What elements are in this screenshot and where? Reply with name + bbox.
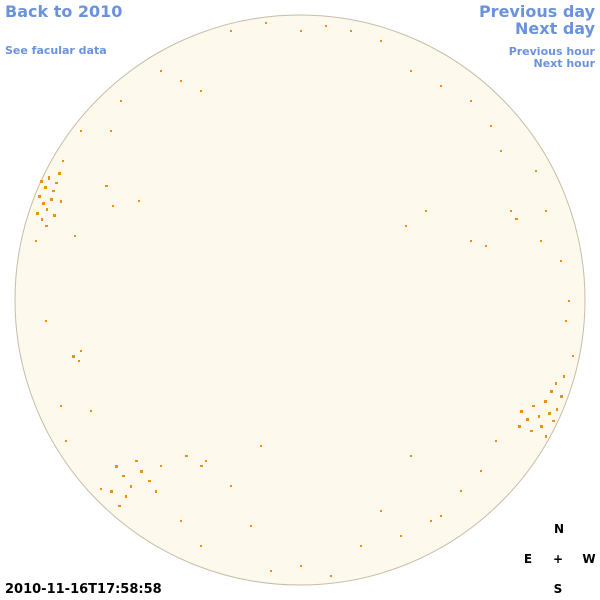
compass-north: N xyxy=(553,522,565,536)
timestamp: 2010-11-16T17:58:58 xyxy=(5,582,162,597)
compass-west: W xyxy=(582,552,596,566)
next-hour-link[interactable]: Next hour xyxy=(533,57,596,70)
next-day-link[interactable]: Next day xyxy=(515,19,595,38)
previous-day-link[interactable]: Previous day xyxy=(478,2,595,21)
compass-center: + xyxy=(552,552,564,566)
compass-south: S xyxy=(553,582,563,596)
previous-hour-link[interactable]: Previous hour xyxy=(508,45,595,58)
back-link[interactable]: Back to 2010 xyxy=(5,2,123,21)
compass-east: E xyxy=(523,552,533,566)
facular-data-link[interactable]: See facular data xyxy=(5,44,107,57)
solar-disk xyxy=(14,14,586,586)
